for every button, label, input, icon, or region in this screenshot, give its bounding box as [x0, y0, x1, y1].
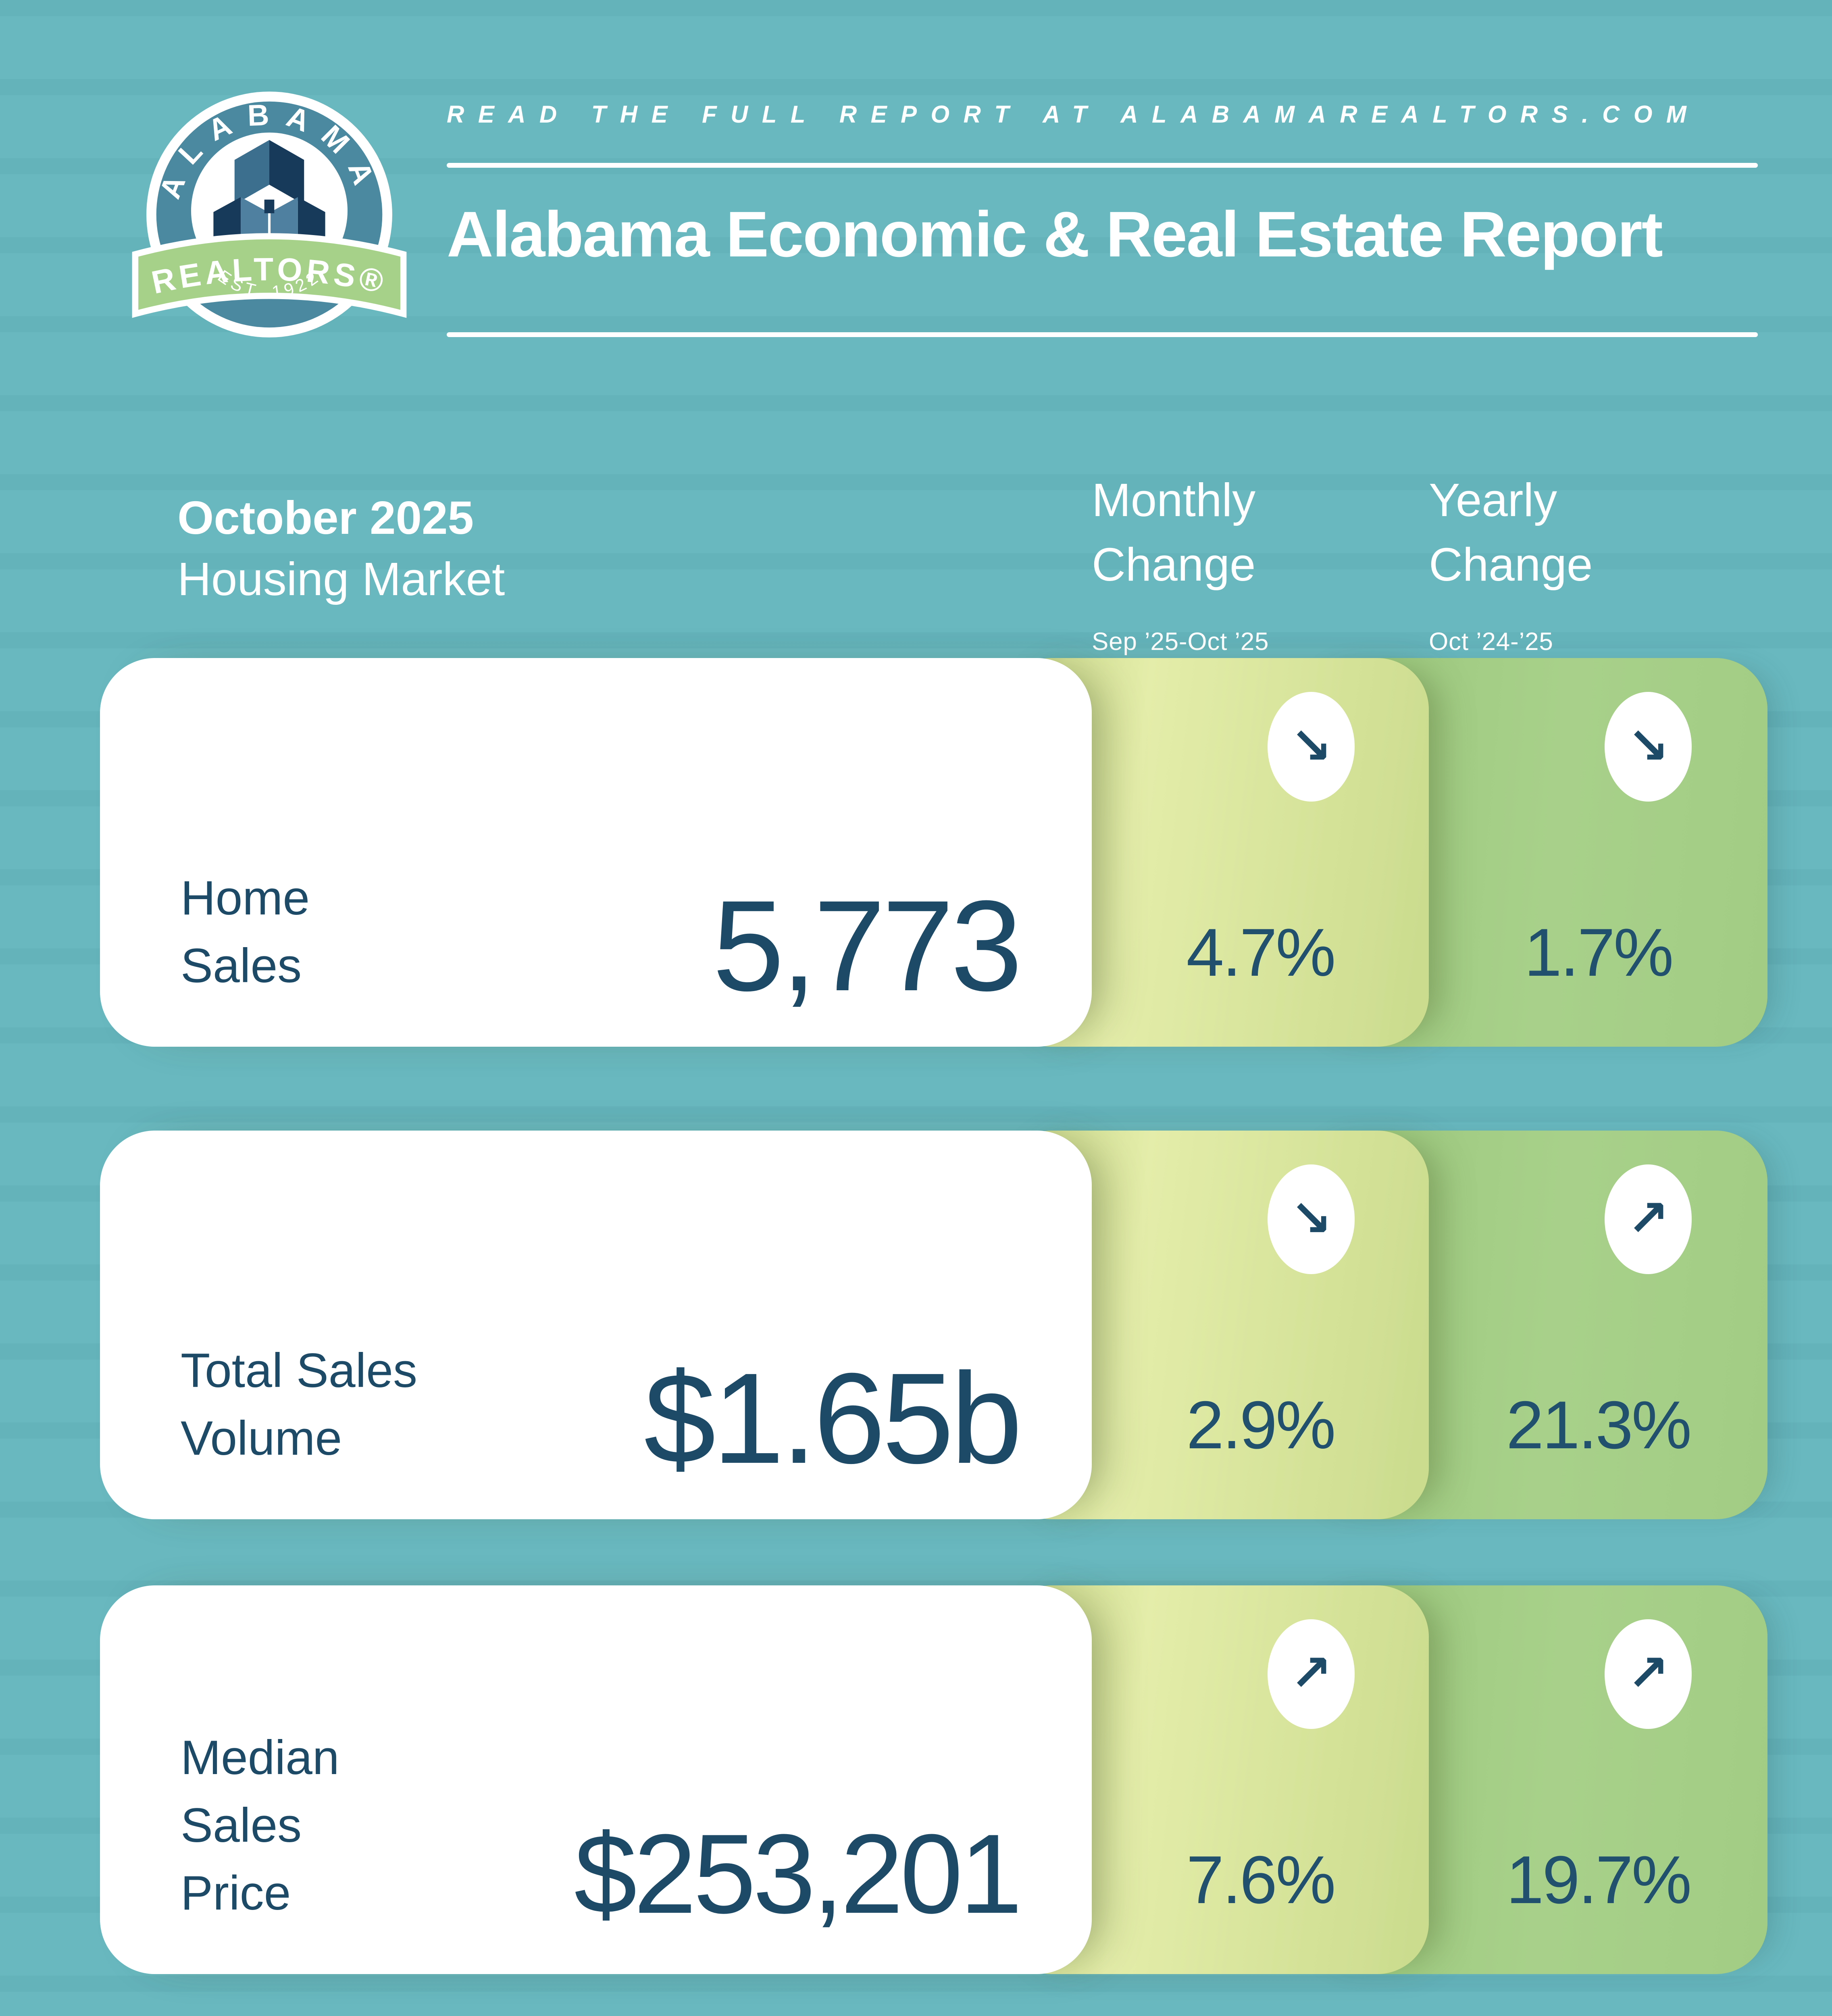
- logo-badge-icon: ALABAMA REALTORS® EST. 1922: [132, 92, 407, 337]
- metric-label: Median Sales Price: [181, 1732, 339, 1921]
- monthly-trend-badge: ↗: [1268, 1619, 1355, 1729]
- metric-card: Home Sales 5,773: [100, 658, 1092, 1047]
- monthly-change-value: 7.6%: [1186, 1842, 1336, 1918]
- trend-up-icon: ↗: [1627, 1644, 1669, 1702]
- header-divider-top: [447, 163, 1758, 168]
- trend-up-icon: ↗: [1627, 1189, 1669, 1248]
- monthly-change-line2: Change: [1092, 540, 1256, 592]
- page-title: Alabama Economic & Real Estate Report: [447, 200, 1663, 271]
- yearly-change-value: 21.3%: [1506, 1387, 1692, 1463]
- metric-row-home-sales: Home Sales 5,773 ↘ 4.7% ↘ 1.7%: [0, 658, 1832, 1047]
- metric-card: Median Sales Price $253,201: [100, 1585, 1092, 1974]
- column-header-yearly: Yearly Change Oct ’24-’25: [1429, 469, 1593, 676]
- yearly-trend-badge: ↗: [1605, 1164, 1692, 1274]
- period-market: Housing Market: [177, 555, 505, 606]
- monthly-trend-badge: ↘: [1268, 692, 1355, 802]
- period-label: October 2025 Housing Market: [177, 489, 505, 611]
- metric-label: Home Sales: [181, 873, 310, 993]
- yearly-trend-badge: ↘: [1605, 692, 1692, 802]
- yearly-change-range: Oct ’24-’25: [1429, 629, 1553, 656]
- trend-down-icon: ↘: [1290, 1189, 1332, 1248]
- metric-value: $1.65b: [644, 1347, 1022, 1490]
- metric-card: Total Sales Volume $1.65b: [100, 1131, 1092, 1519]
- yearly-change-line1: Yearly: [1429, 476, 1557, 527]
- yearly-trend-badge: ↗: [1605, 1619, 1692, 1729]
- yearly-change-value: 1.7%: [1524, 914, 1674, 990]
- period-month: October 2025: [177, 494, 474, 545]
- trend-up-icon: ↗: [1290, 1644, 1332, 1702]
- metric-row-median-sales-price: Median Sales Price $253,201 ↗ 7.6% ↗ 19.…: [0, 1585, 1832, 1974]
- yearly-change-value: 19.7%: [1506, 1842, 1692, 1918]
- monthly-change-value: 4.7%: [1186, 914, 1336, 990]
- monthly-change-line1: Monthly: [1092, 476, 1256, 527]
- monthly-change-value: 2.9%: [1186, 1387, 1336, 1463]
- metric-row-total-sales-volume: Total Sales Volume $1.65b ↘ 2.9% ↗ 21.3%: [0, 1131, 1832, 1519]
- metric-label: Total Sales Volume: [181, 1345, 417, 1466]
- metric-value: 5,773: [712, 874, 1022, 1018]
- report-url-tagline: READ THE FULL REPORT AT ALABAMAREALTORS.…: [447, 102, 1701, 129]
- yearly-change-line2: Change: [1429, 540, 1593, 592]
- trend-down-icon: ↘: [1627, 717, 1669, 775]
- header-divider-bottom: [447, 332, 1758, 337]
- monthly-trend-badge: ↘: [1268, 1164, 1355, 1274]
- trend-down-icon: ↘: [1290, 717, 1332, 775]
- monthly-change-range: Sep ’25-Oct ’25: [1092, 629, 1269, 656]
- alabama-realtors-logo: ALABAMA REALTORS® EST. 1922: [132, 90, 407, 339]
- column-header-monthly: Monthly Change Sep ’25-Oct ’25: [1092, 469, 1269, 676]
- logo-green-banner: [132, 233, 407, 318]
- metric-value: $253,201: [574, 1811, 1022, 1937]
